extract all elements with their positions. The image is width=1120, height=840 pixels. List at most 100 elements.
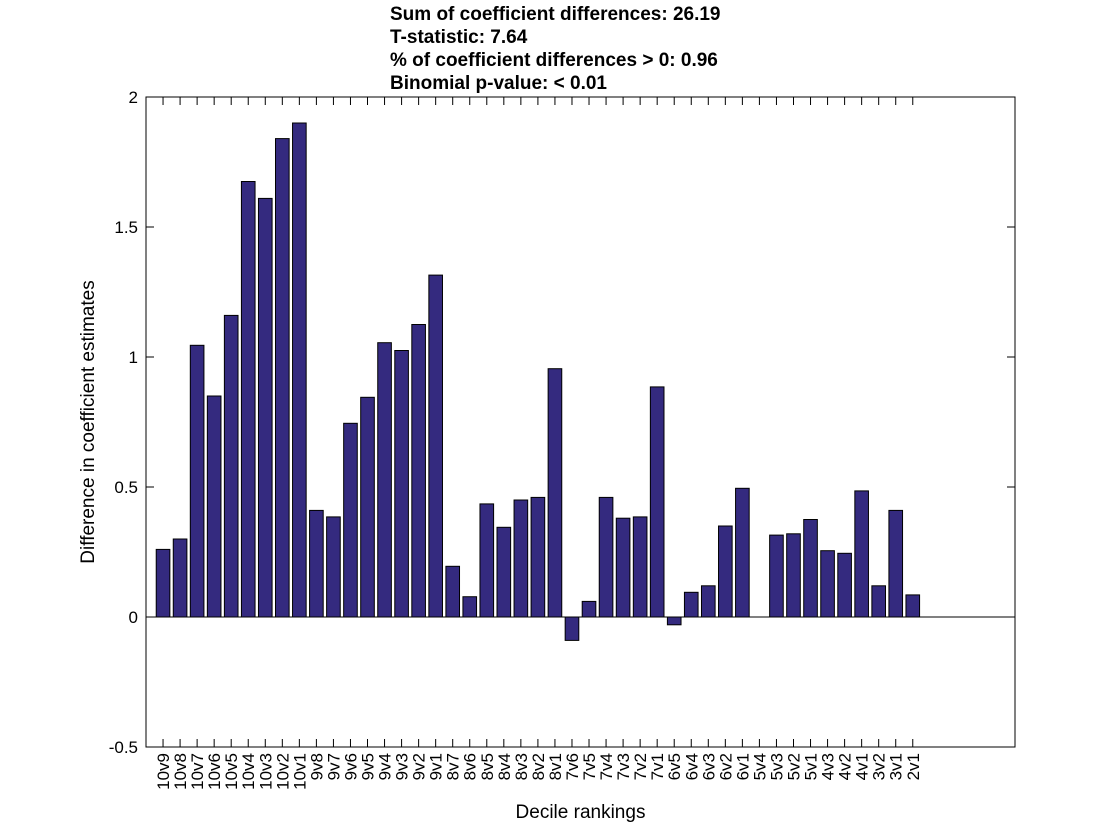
x-tick-label: 10v4 [239, 753, 258, 790]
bar-10v2 [274, 138, 290, 618]
x-tick-label: 8v3 [512, 753, 531, 780]
x-tick-label: 8v6 [461, 753, 480, 780]
bar-9v8 [309, 509, 324, 618]
bar-8v6 [462, 596, 478, 618]
bar-5v2 [786, 533, 801, 618]
x-tick-label: 6v4 [682, 753, 701, 780]
x-tick-label: 3v2 [870, 753, 889, 780]
bar-3v2 [871, 585, 887, 618]
chart-title: Sum of coefficient differences: 26.19 T-… [390, 4, 721, 94]
x-tick-label: 9v3 [393, 753, 412, 780]
bar-8v1 [547, 368, 563, 618]
bar-10v7 [189, 344, 205, 618]
bar-10v6 [206, 395, 222, 618]
x-axis-label: Decile rankings [516, 802, 646, 823]
bar-8v2 [530, 496, 546, 618]
bar-9v5 [360, 396, 375, 618]
axes-frame [145, 96, 1016, 748]
bar-9v1 [428, 274, 443, 618]
bar-2v1 [905, 594, 921, 618]
title-line-3: % of coefficient differences > 0: 0.96 [390, 50, 718, 71]
x-tick-label: 9v6 [341, 753, 360, 780]
x-tick-label: 6v3 [699, 753, 718, 780]
bar-8v5 [479, 503, 495, 618]
x-tick-label: 8v1 [546, 753, 565, 780]
y-tick-label: 2 [129, 88, 138, 107]
x-tick-label: 2v1 [904, 753, 923, 780]
bar-8v4 [496, 526, 512, 618]
x-tick-label: 9v2 [410, 753, 429, 780]
title-line-4: Binomial p-value: < 0.01 [390, 73, 607, 94]
bar-8v3 [513, 499, 529, 618]
x-tick-label: 9v5 [359, 753, 378, 780]
x-tick-label: 10v1 [290, 753, 309, 790]
bar-7v2 [632, 516, 648, 618]
x-tick-label: 8v4 [495, 753, 514, 780]
x-tick-label: 5v1 [802, 753, 821, 780]
bar-6v2 [718, 525, 733, 618]
bar-6v1 [735, 487, 750, 618]
x-tick-label: 6v1 [733, 753, 752, 780]
bar-7v5 [581, 600, 597, 618]
x-tick-label: 6v2 [716, 753, 735, 780]
y-tick-label: 1 [129, 348, 138, 367]
x-tick-label: 3v1 [887, 753, 906, 780]
x-tick-label: 6v5 [665, 753, 684, 780]
bar-4v3 [820, 550, 835, 618]
bar-7v1 [649, 386, 665, 618]
x-tick-label: 10v3 [256, 753, 275, 790]
x-tick-label: 10v9 [154, 753, 173, 790]
bar-9v4 [377, 342, 392, 618]
x-tick-label: 7v5 [580, 753, 599, 780]
x-tick-label: 9v4 [376, 753, 395, 780]
bar-7v6 [564, 616, 580, 641]
x-tick-label: 4v3 [819, 753, 838, 780]
x-tick-label: 7v1 [648, 753, 667, 780]
x-tick-label: 5v2 [784, 753, 803, 780]
x-tick-label: 9v8 [307, 753, 326, 780]
bar-9v2 [411, 324, 426, 618]
y-axis-label: Difference in coefficient estimates [78, 280, 99, 563]
bar-7v3 [615, 517, 631, 618]
x-tick-label: 10v8 [171, 753, 190, 790]
x-tick-label: 10v7 [188, 753, 207, 790]
bar-10v1 [292, 122, 307, 618]
y-tick-label: 1.5 [114, 218, 138, 237]
bar-10v4 [240, 181, 256, 618]
x-tick-label: 8v7 [444, 753, 463, 780]
bar-9v3 [394, 350, 409, 618]
bar-6v5 [666, 616, 682, 626]
bar-5v3 [769, 534, 784, 618]
y-axis-ticks: -0.5 0 0.5 1 1.5 2 [109, 88, 1015, 757]
x-tick-label: 5v3 [767, 753, 786, 780]
bar-9v6 [343, 422, 358, 618]
bar-4v1 [854, 490, 869, 618]
y-tick-label: 0.5 [114, 478, 138, 497]
x-tick-label: 9v1 [427, 753, 446, 780]
x-tick-label: 7v3 [614, 753, 633, 780]
x-tick-label: 7v2 [631, 753, 650, 780]
x-tick-label: 10v2 [273, 753, 292, 790]
y-tick-label: 0 [129, 608, 138, 627]
bar-10v5 [223, 314, 239, 618]
bar-9v7 [326, 516, 341, 618]
x-tick-label: 5v4 [750, 753, 769, 780]
x-tick-label: 10v5 [222, 753, 241, 790]
bar-5v1 [803, 519, 818, 618]
title-line-2: T-statistic: 7.64 [390, 27, 528, 48]
bar-series [155, 122, 921, 641]
bar-8v7 [445, 565, 461, 618]
x-tick-label: 4v2 [836, 753, 855, 780]
bar-6v4 [683, 591, 699, 618]
bar-4v2 [837, 552, 852, 618]
x-tick-label: 8v2 [529, 753, 548, 780]
bar-3v1 [888, 509, 904, 618]
bar-10v8 [172, 538, 188, 618]
x-tick-label: 7v6 [563, 753, 582, 780]
x-tick-label: 7v4 [597, 753, 616, 780]
x-tick-label: 10v6 [205, 753, 224, 790]
bar-6v3 [700, 585, 716, 618]
bar-10v3 [257, 197, 273, 618]
